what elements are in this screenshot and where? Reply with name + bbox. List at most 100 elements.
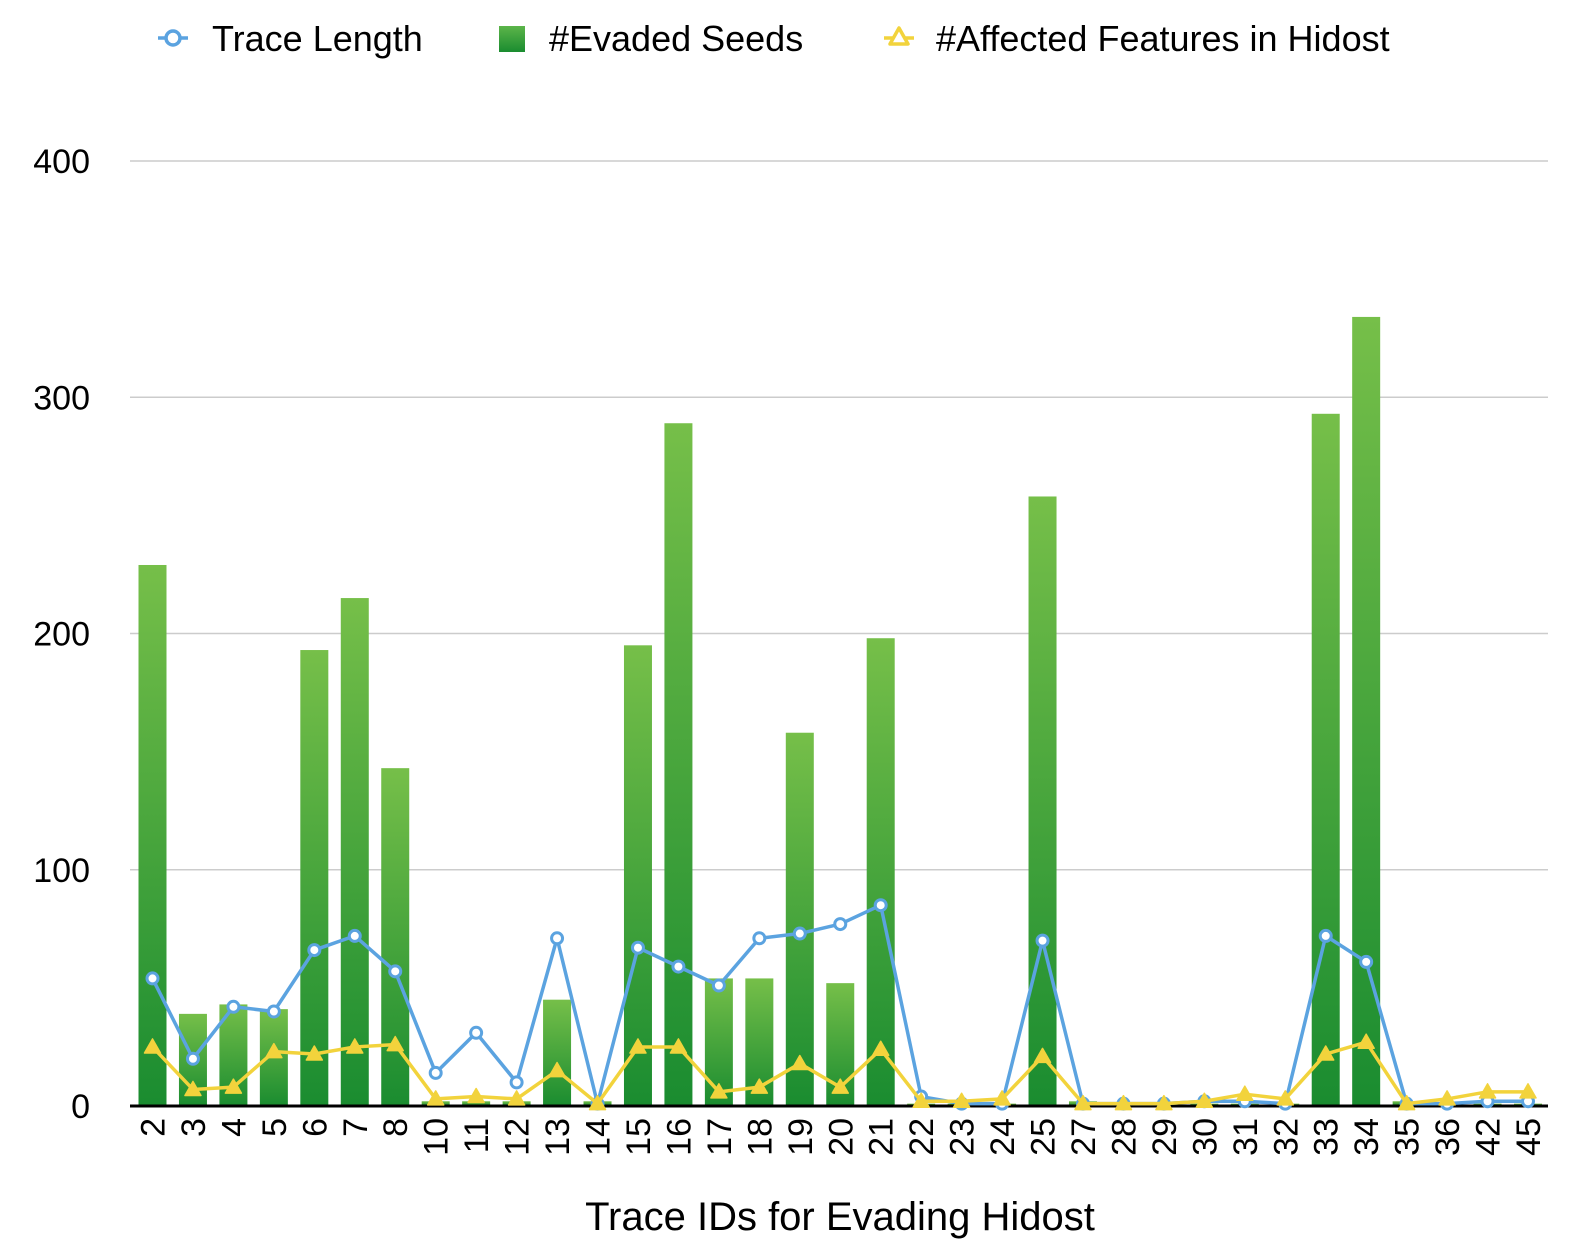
point-trace-length [1318,928,1333,943]
point-affected-features [1033,1047,1052,1064]
point-trace-length [873,898,888,913]
x-tick-label: 31 [1227,1118,1265,1156]
point-affected-features [1074,1094,1092,1111]
legend-bar-swatch-icon [499,26,525,52]
x-tick-label: 16 [660,1118,698,1156]
x-tick-label: 22 [903,1118,941,1156]
legend-item-evaded-seeds[interactable]: #Evaded Seeds [499,18,803,59]
point-trace-length [833,917,848,932]
point-affected-features [1114,1094,1133,1111]
point-affected-features [548,1061,566,1078]
x-tick-label: 24 [984,1118,1022,1156]
x-tick-label: 18 [741,1118,779,1156]
y-tick-label: 400 [33,143,90,181]
x-tick-label: 30 [1186,1118,1224,1156]
point-affected-features [669,1038,688,1054]
bar-evaded-seeds [664,423,693,1106]
x-tick-label: 32 [1267,1118,1305,1156]
x-tick-label: 36 [1429,1118,1467,1156]
point-affected-features [346,1038,364,1054]
point-trace-length [630,940,645,955]
point-affected-features [1195,1092,1214,1109]
legend-label-affected-features: #Affected Features in Hidost [936,18,1390,59]
point-affected-features [1519,1083,1537,1099]
point-affected-features [467,1087,485,1104]
point-trace-length [509,1075,524,1090]
bar-evaded-seeds [300,650,329,1106]
point-affected-features [993,1090,1011,1106]
point-trace-length [752,931,767,946]
x-tick-label: 34 [1348,1118,1386,1156]
bar-evaded-seeds [1352,316,1381,1106]
bar-evaded-seeds [866,638,895,1106]
point-affected-features [588,1094,607,1111]
x-tick-label: 35 [1389,1118,1427,1156]
point-affected-features [1236,1085,1254,1101]
point-affected-features [1316,1045,1335,1061]
x-tick-label: 7 [337,1118,375,1137]
point-affected-features [629,1038,647,1054]
point-affected-features [750,1078,769,1094]
point-trace-length [671,959,686,974]
point-affected-features [710,1083,728,1099]
point-affected-features [1357,1033,1375,1049]
x-tick-label: 23 [944,1118,982,1156]
y-tick-label: 200 [33,616,90,654]
point-affected-features [184,1080,202,1097]
point-trace-length [307,943,322,958]
point-affected-features [143,1038,162,1054]
legend-triangle-marker-icon [888,26,910,46]
x-tick-label: 2 [135,1118,173,1137]
line-series-affected-features [143,1033,1537,1111]
legend-item-affected-features[interactable]: #Affected Features in Hidost [884,18,1390,59]
x-axis-ticks: 2 3 4 5 6 7 8 10 11 12 13 14 15 16 17 18 19 20 21 22 23 24 25 2… [135,1118,1549,1156]
x-tick-label: 14 [580,1118,618,1156]
point-affected-features [1155,1094,1173,1111]
x-tick-label: 6 [296,1118,334,1137]
x-tick-label: 19 [782,1118,820,1156]
point-trace-length [469,1025,484,1040]
y-tick-label: 300 [33,379,90,417]
x-tick-label: 27 [1065,1118,1103,1156]
point-affected-features [507,1090,526,1106]
point-affected-features [1276,1090,1295,1106]
x-tick-label: 8 [377,1118,415,1137]
legend-label-trace-length: Trace Length [212,18,423,59]
bar-evaded-seeds [623,645,652,1106]
point-affected-features [386,1035,404,1052]
x-tick-label: 11 [458,1118,496,1153]
point-affected-features [224,1078,243,1094]
bar-evaded-seeds [462,1101,491,1106]
x-tick-label: 28 [1105,1118,1143,1156]
bar-evaded-seeds [1311,413,1340,1107]
point-trace-length [226,999,241,1014]
point-affected-features [791,1054,809,1071]
point-trace-length [266,1004,281,1019]
point-trace-length [145,971,160,986]
point-affected-features [871,1040,890,1057]
y-tick-label: 100 [33,852,90,890]
point-affected-features [912,1092,930,1109]
bar-evaded-seeds [138,564,167,1106]
x-tick-label: 20 [822,1118,860,1156]
point-affected-features [1478,1083,1497,1099]
legend-item-trace-length[interactable]: Trace Length [158,18,423,59]
bar-series-evaded-seeds [138,316,1542,1107]
point-trace-length [1035,933,1050,948]
x-tick-label: 45 [1510,1118,1548,1156]
x-tick-label: 33 [1308,1118,1346,1156]
x-tick-label: 10 [418,1118,456,1156]
bar-evaded-seeds [785,732,814,1106]
point-trace-length [550,931,565,946]
point-trace-length [1359,954,1374,969]
point-trace-length [388,964,403,979]
point-trace-length [185,1051,200,1066]
bar-evaded-seeds [1028,496,1057,1107]
legend-label-evaded-seeds: #Evaded Seeds [549,18,803,59]
y-tick-label: 0 [71,1088,90,1126]
point-trace-length [428,1065,443,1080]
point-affected-features [1397,1094,1416,1111]
point-affected-features [952,1092,971,1109]
x-tick-label: 25 [1025,1118,1063,1156]
